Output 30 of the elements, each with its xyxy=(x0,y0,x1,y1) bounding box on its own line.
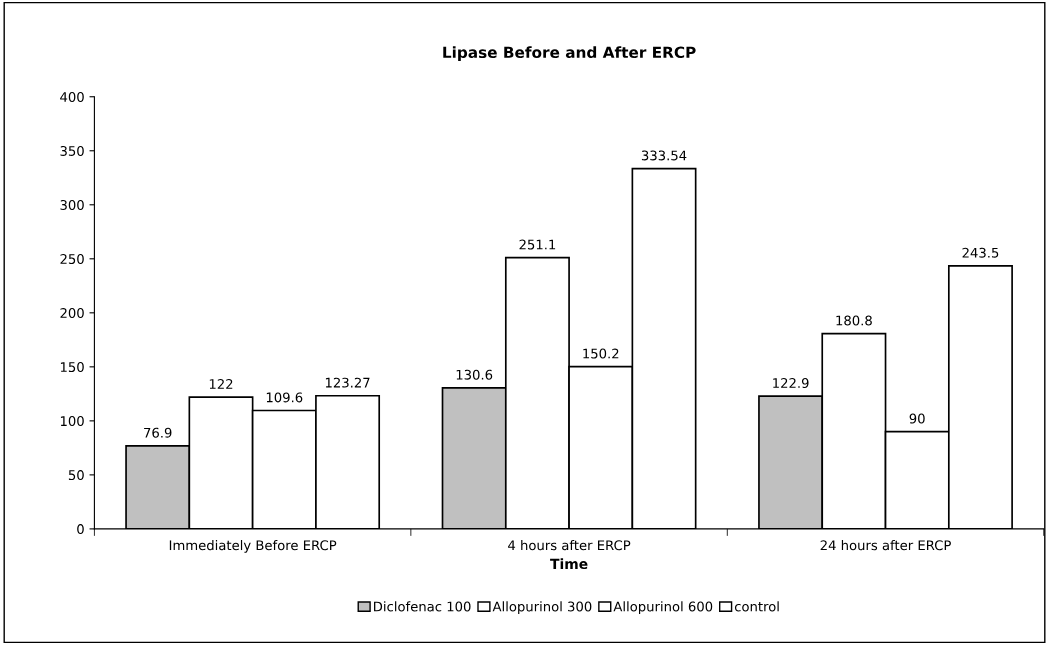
data-label: 90 xyxy=(909,413,925,424)
x-axis-title: Time xyxy=(550,558,588,570)
data-label: 180.8 xyxy=(836,315,872,326)
legend-label: Allopurinol 300 xyxy=(492,601,592,615)
y-tick-label: 350 xyxy=(60,145,84,156)
y-tick-label: 200 xyxy=(60,308,84,319)
data-label: 123.27 xyxy=(325,377,370,388)
data-label: 251.1 xyxy=(519,239,556,250)
y-tick-label: 100 xyxy=(60,416,84,427)
data-label: 76.9 xyxy=(144,427,172,438)
x-tick-label: 4 hours after ERCP xyxy=(508,540,631,551)
legend-label: Diclofenac 100 xyxy=(374,601,471,612)
data-label: 109.6 xyxy=(266,392,303,403)
legend-label: control xyxy=(734,601,779,612)
data-label: 333.54 xyxy=(641,150,687,161)
data-label: 122 xyxy=(209,379,233,389)
x-tick-label: Immediately Before ERCP xyxy=(169,540,337,553)
y-tick-label: 300 xyxy=(60,200,84,210)
x-tick-label: 24 hours after ERCP xyxy=(820,540,951,551)
data-label: 122.9 xyxy=(773,378,809,389)
data-label: 243.5 xyxy=(962,247,999,258)
data-label: 150.2 xyxy=(583,348,619,359)
chart-title: Lipase Before and After ERCP xyxy=(443,46,696,62)
y-tick-label: 250 xyxy=(60,254,84,265)
y-tick-label: 400 xyxy=(60,91,84,102)
y-tick-label: 50 xyxy=(68,470,84,481)
data-label: 130.6 xyxy=(456,369,493,380)
y-tick-label: 150 xyxy=(60,362,84,373)
legend-label: Allopurinol 600 xyxy=(613,601,713,615)
y-tick-label: 0 xyxy=(77,524,84,535)
